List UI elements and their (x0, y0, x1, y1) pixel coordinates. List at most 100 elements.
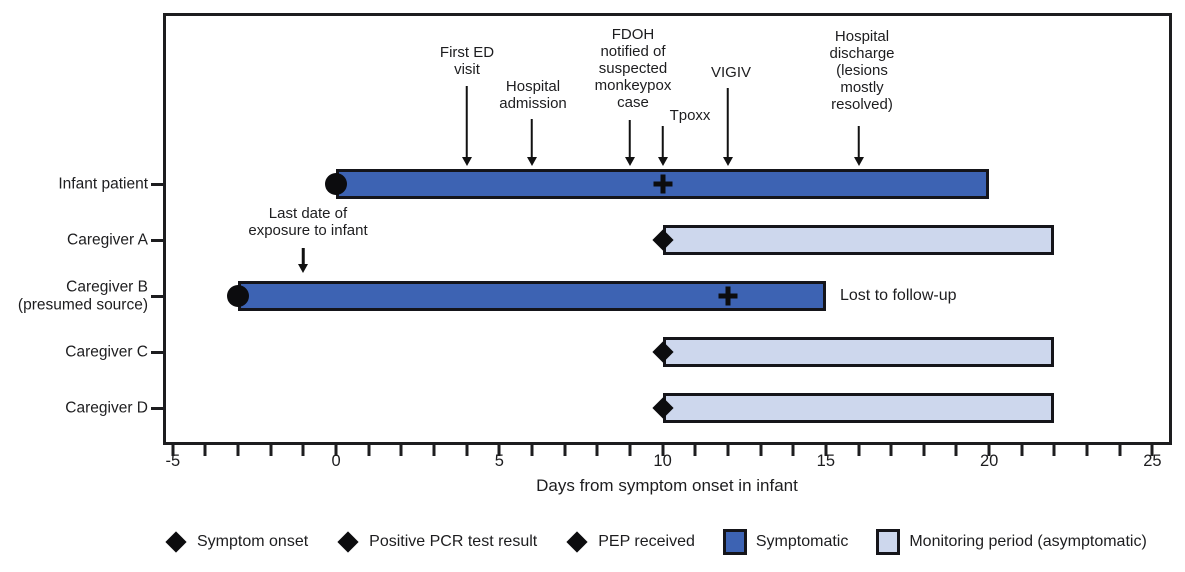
x-axis-tick (236, 445, 240, 456)
row-label: Caregiver C (65, 343, 148, 361)
annotation-fdoh-notified: FDOH notified of suspected monkeypox case (595, 26, 672, 111)
arrow-shaft (726, 88, 730, 159)
x-axis-tick (269, 445, 273, 456)
x-axis-tick (432, 445, 436, 456)
x-axis-tick (726, 445, 730, 456)
y-axis-tick (151, 350, 163, 354)
annotation-hospital-admission: Hospital admission (499, 78, 567, 112)
x-axis-tick (367, 445, 371, 456)
row-label-line: Infant patient (58, 175, 148, 193)
row-label: Caregiver A (67, 231, 148, 249)
annotation-line: admission (499, 95, 567, 112)
arrow-down-icon (297, 248, 309, 273)
annotation-line: Hospital (505, 78, 561, 95)
legend-marker (164, 529, 188, 555)
note-lost-to-follow-up: Lost to follow-up (840, 287, 957, 304)
pep-received-diamond-icon (566, 531, 588, 553)
annotation-first-ed-visit: First ED visit (440, 44, 494, 78)
annotation-line: (lesions (836, 62, 888, 79)
row-label-line: Caregiver D (65, 399, 148, 417)
x-axis-tick (1150, 445, 1154, 456)
annotation-line: Hospital (834, 28, 890, 45)
arrow-head (298, 264, 309, 273)
x-axis-tick (301, 445, 305, 456)
row-label: Infant patient (58, 175, 148, 193)
annotation-line: Last date of (268, 205, 348, 222)
x-axis-tick (465, 445, 469, 456)
symptom-onset-circle-icon (227, 285, 250, 307)
x-axis-tick-label: 10 (653, 452, 672, 470)
annotation-line: monkeypox (594, 77, 672, 94)
x-axis-tick (203, 445, 207, 456)
legend-label: Symptom onset (197, 533, 309, 550)
legend-label: Monitoring period (asymptomatic) (909, 533, 1147, 550)
annotation-vigiv: VIGIV (711, 64, 751, 81)
annotation-line: First ED (439, 44, 495, 61)
legend-item: Monitoring period (asymptomatic) (876, 529, 1147, 555)
y-axis-tick (151, 238, 163, 242)
legend: Symptom onset Positive PCR test result PEP… (164, 527, 1147, 557)
x-axis-tick-label: 5 (494, 452, 504, 470)
x-axis-title: Days from symptom onset in infant (536, 476, 798, 495)
arrow-down-icon (722, 88, 734, 166)
arrow-shaft (465, 86, 468, 159)
x-axis-tick-label: 20 (979, 452, 999, 470)
row-label-line: Caregiver B (66, 278, 148, 296)
annotation-line: case (617, 94, 649, 111)
x-axis-tick (1020, 445, 1024, 456)
x-axis-tick (759, 445, 763, 456)
arrow-down-icon (657, 126, 669, 166)
x-axis-tick (334, 445, 338, 456)
y-axis-tick (151, 294, 163, 298)
arrow-head (624, 157, 635, 166)
annotation-line: Tpoxx (669, 107, 711, 124)
annotation-line: discharge (829, 45, 895, 62)
x-axis-tick (1052, 445, 1056, 456)
legend-item: Symptom onset (164, 529, 308, 555)
bar-monitoring (662, 393, 1055, 423)
arrow-down-icon (624, 120, 636, 166)
annotation-hospital-discharge: Hospital discharge (lesions mostly resolved) (829, 28, 894, 113)
legend-item: PEP received (565, 529, 695, 555)
arrow-down-icon (853, 126, 865, 166)
annotation-line: suspected (598, 60, 668, 77)
x-axis-tick (1085, 445, 1089, 456)
annotation-line: mostly (840, 79, 884, 96)
legend-label: Positive PCR test result (369, 533, 538, 550)
arrow-head (461, 157, 472, 166)
legend-label: Symptomatic (755, 533, 849, 550)
row-label: Caregiver B (presumed source) (18, 279, 148, 314)
x-axis-tick-label: -5 (165, 452, 181, 470)
x-axis-tick (824, 445, 828, 456)
annotation-line: exposure to infant (248, 222, 368, 239)
x-axis-tick-label: 15 (816, 452, 836, 470)
arrow-shaft (628, 120, 632, 159)
row-label: Caregiver D (65, 399, 148, 417)
row-label-line: (presumed source) (17, 296, 148, 313)
y-axis-tick (151, 182, 163, 186)
x-axis-tick (171, 445, 175, 456)
arrow-shaft (857, 126, 860, 159)
annotation-last-exposure: Last date of exposure to infant (248, 205, 367, 239)
symptom-onset-circle-icon (325, 173, 348, 195)
x-axis-tick (987, 445, 991, 456)
row-label-line: Caregiver C (65, 343, 148, 361)
legend-item: Positive PCR test result (336, 529, 537, 555)
x-axis-tick (661, 445, 665, 456)
arrow-head (722, 157, 733, 166)
x-axis-tick (922, 445, 926, 456)
x-axis-tick (628, 445, 632, 456)
x-axis-tick (889, 445, 893, 456)
bar-monitoring (662, 225, 1055, 255)
x-axis-tick (530, 445, 534, 456)
annotation-line: VIGIV (710, 64, 752, 81)
legend-label: PEP received (598, 533, 695, 550)
pep-received-diamond-icon (165, 531, 187, 553)
row-label-line: Caregiver A (67, 231, 148, 249)
annotation-line: resolved) (831, 96, 893, 113)
plus-vertical-bar (725, 286, 731, 306)
arrow-shaft (530, 119, 534, 159)
legend-marker (565, 529, 589, 555)
arrow-head (526, 157, 537, 166)
arrow-head (657, 157, 668, 166)
